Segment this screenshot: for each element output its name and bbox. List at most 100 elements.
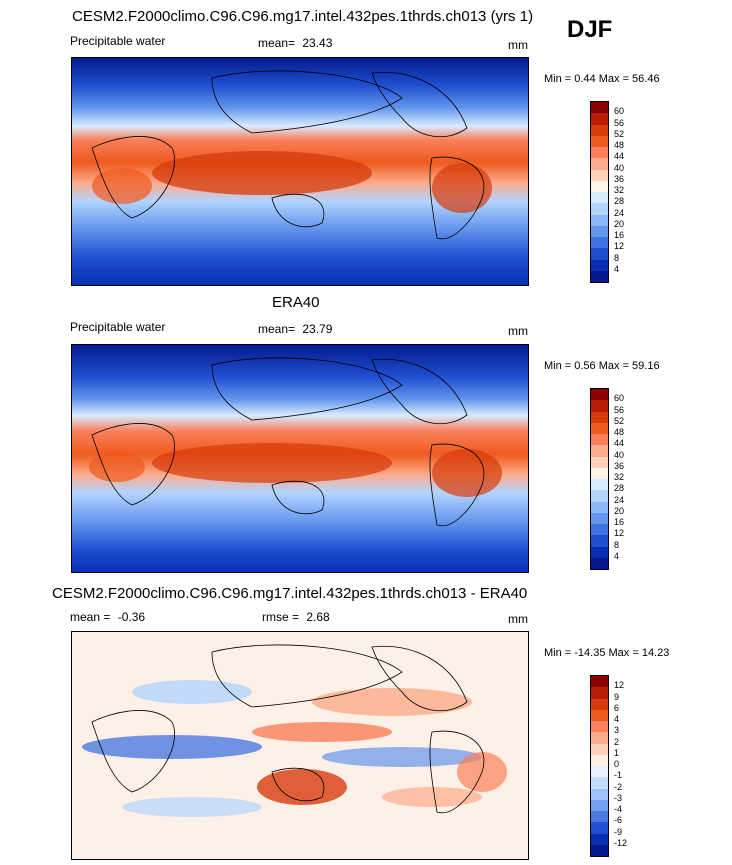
colorbar-segment bbox=[591, 811, 608, 823]
colorbar-tick-label: 56 bbox=[614, 117, 625, 128]
panel1-coast-australia bbox=[271, 193, 325, 228]
panel3-anomaly-neg-b bbox=[82, 735, 262, 759]
season-label: DJF bbox=[567, 16, 613, 43]
colorbar-tick-label: 24 bbox=[614, 494, 625, 505]
panel3-title: CESM2.F2000climo.C96.C96.mg17.intel.432p… bbox=[52, 585, 528, 602]
panel2-minmax: Min = 0.56 Max = 59.16 bbox=[544, 360, 660, 372]
colorbar-segment bbox=[591, 721, 608, 733]
colorbar-tick-label: 20 bbox=[614, 218, 625, 229]
panel1-warm-pool bbox=[152, 151, 372, 195]
colorbar-tick-label: 16 bbox=[614, 230, 625, 240]
colorbar-tick-label: 28 bbox=[614, 483, 625, 494]
colorbar-tick-label: 12 bbox=[614, 680, 625, 691]
panel3-rmse: rmse = 2.68 bbox=[262, 610, 330, 624]
colorbar-tick-label: 12 bbox=[614, 528, 625, 539]
panel2-variable: Precipitable water bbox=[70, 320, 166, 334]
colorbar-tick-label: 16 bbox=[614, 517, 625, 527]
panel2-south-america-max bbox=[432, 449, 502, 497]
colorbar-tick-label: 4 bbox=[614, 714, 620, 724]
panel1-coast-north-america bbox=[371, 71, 468, 137]
colorbar-segment bbox=[591, 456, 608, 468]
colorbar-segment bbox=[591, 687, 608, 699]
panel2-coast-australia bbox=[271, 480, 325, 515]
panel3-map bbox=[71, 631, 529, 860]
panel3-rmse-value: 2.68 bbox=[306, 610, 330, 624]
colorbar-tick-label: 20 bbox=[614, 505, 625, 516]
panel2-coast-asia bbox=[211, 357, 403, 421]
colorbar-segment bbox=[591, 479, 608, 491]
panel3-minmax: Min = -14.35 Max = 14.23 bbox=[544, 647, 670, 659]
colorbar-segment bbox=[591, 422, 608, 434]
colorbar-segment bbox=[591, 490, 608, 502]
colorbar-segment bbox=[591, 214, 608, 226]
panel3-anomaly-pos-e bbox=[382, 787, 482, 807]
colorbar-segment bbox=[591, 501, 608, 513]
colorbar-tick-label: 40 bbox=[614, 449, 625, 460]
colorbar-tick-label: -9 bbox=[614, 826, 623, 837]
panel1-minmax: Min = 0.44 Max = 56.46 bbox=[544, 73, 660, 85]
panel3-anomaly-pos-c bbox=[257, 769, 347, 805]
colorbar-segment bbox=[591, 147, 608, 159]
panel3-mean-label: mean = bbox=[70, 610, 111, 624]
panel2-africa-max bbox=[89, 452, 145, 482]
colorbar-segment bbox=[591, 259, 608, 271]
panel3-anomaly-neg-d bbox=[122, 797, 262, 817]
colorbar-segment bbox=[591, 135, 608, 147]
panel1-mean: mean= 23.43 bbox=[258, 36, 332, 50]
colorbar-segment bbox=[591, 512, 608, 524]
colorbar-tick-label: 48 bbox=[614, 427, 625, 437]
colorbar-segment bbox=[591, 445, 608, 457]
colorbar-tick-label: -6 bbox=[614, 815, 623, 826]
colorbar-segment bbox=[591, 248, 608, 260]
panel1-mean-value: 23.43 bbox=[302, 36, 333, 50]
colorbar-tick-label: 8 bbox=[614, 252, 620, 263]
colorbar-tick-label: 36 bbox=[614, 173, 625, 184]
panel2-mean-value: 23.79 bbox=[302, 322, 333, 336]
colorbar-tick-label: -2 bbox=[614, 781, 623, 792]
colorbar-segment bbox=[591, 799, 608, 811]
colorbar-segment bbox=[591, 844, 608, 856]
colorbar-tick-label: 40 bbox=[614, 162, 625, 173]
panel3-units: mm bbox=[508, 612, 528, 626]
colorbar-segment bbox=[591, 203, 608, 215]
panel1-map-svg bbox=[72, 58, 528, 285]
panel2-mean: mean= 23.79 bbox=[258, 322, 332, 336]
colorbar-segment bbox=[591, 237, 608, 249]
panel2-mean-label: mean= bbox=[258, 322, 296, 336]
colorbar-segment bbox=[591, 180, 608, 192]
panel3-coast-asia bbox=[211, 644, 403, 708]
panel1-africa-max bbox=[92, 168, 152, 204]
colorbar-segment bbox=[591, 158, 608, 170]
colorbar-segment bbox=[591, 535, 608, 547]
colorbar-segment bbox=[591, 124, 608, 136]
panel3-anomaly-neg-a bbox=[132, 680, 252, 704]
panel1-title: CESM2.F2000climo.C96.C96.mg17.intel.432p… bbox=[72, 8, 534, 25]
panel1-map bbox=[71, 57, 529, 286]
colorbar-segment bbox=[591, 698, 608, 710]
colorbar-segment bbox=[591, 546, 608, 558]
panel2-warm-pool bbox=[152, 443, 392, 483]
panel3-mean-value: -0.36 bbox=[117, 610, 146, 624]
colorbar-segment bbox=[591, 732, 608, 744]
colorbar-segment bbox=[591, 557, 608, 569]
colorbar-segment bbox=[591, 467, 608, 479]
colorbar-segment bbox=[591, 102, 608, 114]
colorbar-segment bbox=[591, 113, 608, 125]
colorbar-tick-label: -3 bbox=[614, 792, 623, 803]
colorbar-tick-label: 1 bbox=[614, 747, 620, 758]
colorbar-segment bbox=[591, 766, 608, 778]
colorbar-tick-label: 32 bbox=[614, 185, 625, 195]
colorbar-tick-label: -12 bbox=[614, 837, 628, 848]
colorbar-tick-label: 4 bbox=[614, 550, 620, 561]
colorbar-segment bbox=[591, 754, 608, 766]
colorbar-tick-label: 9 bbox=[614, 691, 620, 702]
colorbar-segment bbox=[591, 169, 608, 181]
colorbar-segment bbox=[591, 833, 608, 845]
colorbar-segment bbox=[591, 777, 608, 789]
colorbar-tick-label: 48 bbox=[614, 140, 625, 150]
colorbar-tick-label: 60 bbox=[614, 106, 625, 117]
colorbar-tick-label: 0 bbox=[614, 759, 620, 769]
colorbar-segment bbox=[591, 788, 608, 800]
colorbar-tick-label: 52 bbox=[614, 415, 625, 426]
panel3-anomaly-pos-b bbox=[252, 722, 392, 742]
